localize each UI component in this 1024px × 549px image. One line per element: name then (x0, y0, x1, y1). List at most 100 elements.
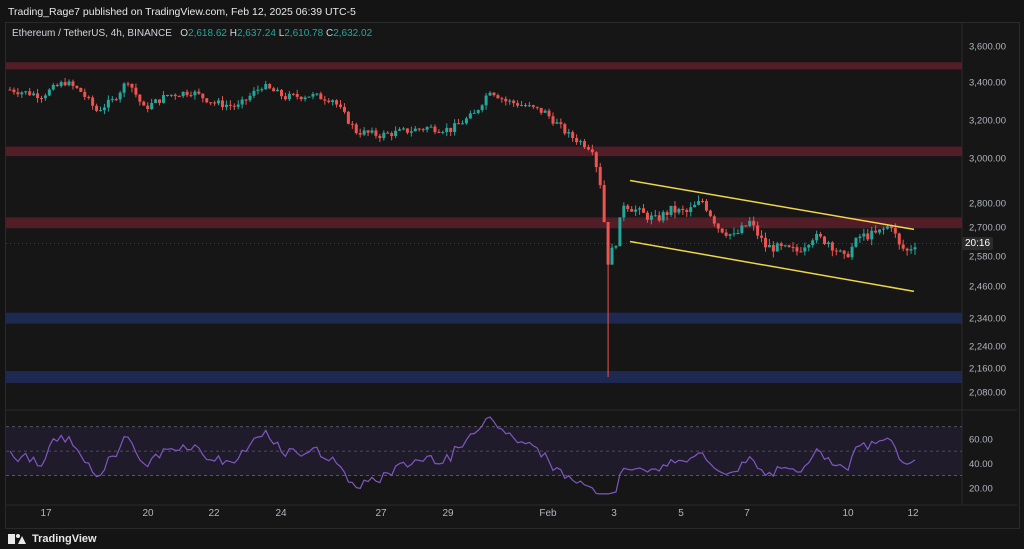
candle-body (791, 247, 795, 249)
candle-body (449, 127, 453, 133)
candle-body (771, 244, 775, 252)
candle-body (512, 100, 516, 104)
zone-resistance-1 (6, 146, 962, 157)
candle-body (79, 87, 83, 92)
candle-body (539, 107, 543, 113)
open-value: 2,618.62 (188, 28, 227, 39)
candle-body (28, 91, 32, 96)
candle-body (582, 141, 586, 148)
candle-body (280, 89, 283, 97)
candle-body (842, 250, 846, 254)
candle-body (43, 95, 47, 99)
brand-label: TradingView (32, 533, 97, 545)
candle-body (645, 212, 649, 220)
candle-body (350, 123, 354, 125)
candle-body (272, 88, 276, 92)
candle-body (59, 82, 63, 87)
candle-body (346, 111, 350, 124)
candle-body (83, 91, 87, 97)
candle-body (185, 91, 189, 96)
time-tick-label: Feb (539, 508, 557, 519)
candle-body (165, 95, 169, 97)
candle-body (146, 105, 150, 110)
candle-body (752, 220, 756, 226)
symbol-legend: Ethereum / TetherUS, 4h, BINANCE O2,618.… (12, 28, 372, 39)
candle-body (244, 99, 248, 101)
candle-body (575, 138, 579, 143)
candle-body (445, 127, 449, 132)
candle-body (870, 230, 874, 240)
candle-body (642, 208, 645, 213)
price-tick-label: 2,700.00 (969, 223, 1006, 234)
candle-body (323, 99, 327, 101)
candle-body (846, 253, 850, 258)
candle-body (740, 225, 744, 234)
candle-body (634, 209, 638, 212)
price-tick-label: 2,160.00 (969, 364, 1006, 375)
zone-support-4 (6, 371, 962, 383)
candle-body (299, 96, 303, 100)
candle-body (732, 233, 736, 235)
candle-body (252, 90, 256, 96)
candle-body (724, 232, 728, 236)
candle-body (468, 113, 472, 119)
candle-body (441, 131, 445, 133)
candle-body (114, 99, 118, 101)
candle-body (154, 99, 158, 103)
candle-body (508, 100, 512, 102)
candle-body (122, 83, 126, 93)
price-tick-label: 3,400.00 (969, 78, 1006, 89)
candle-body (799, 251, 803, 253)
candle-body (362, 130, 366, 135)
candle-body (413, 128, 417, 132)
candle-body (331, 100, 335, 103)
candle-body (311, 94, 315, 97)
candle-body (67, 81, 71, 86)
candle-body (850, 246, 854, 258)
candle-body (173, 94, 177, 97)
close-value: 2,632.02 (333, 28, 373, 39)
price-tick-label: 2,800.00 (969, 199, 1006, 210)
candle-body (716, 223, 720, 229)
candle-body (461, 123, 464, 125)
candle-body (197, 91, 201, 94)
candle-body (787, 245, 791, 248)
candle-body (169, 94, 173, 96)
candle-body (496, 95, 500, 99)
candle-body (819, 233, 823, 237)
candle-body (401, 128, 405, 130)
candle-body (567, 132, 571, 134)
channel-lower-line (629, 240, 915, 293)
symbol-name: Ethereum / TetherUS, 4h, BINANCE (12, 28, 172, 39)
candle-body (830, 242, 834, 251)
candle-body (55, 84, 59, 87)
candle-body (905, 248, 909, 251)
candle-body (775, 243, 779, 252)
open-label: O (180, 28, 189, 39)
candle-body (158, 99, 162, 103)
candle-body (382, 132, 386, 139)
time-tick-label: 12 (907, 508, 919, 519)
candle-body (213, 102, 217, 104)
candle-body (217, 100, 221, 104)
time-tick-label: 5 (678, 508, 684, 519)
candle-body (260, 89, 264, 91)
candle-body (838, 250, 842, 252)
candle-body (63, 82, 67, 86)
candle-body (811, 240, 815, 246)
time-tick-label: 24 (275, 508, 287, 519)
candle-body (614, 246, 618, 248)
candle-body (232, 105, 236, 107)
candle-body (693, 204, 697, 208)
candle-body (189, 95, 193, 97)
candle-body (150, 102, 154, 110)
publish-info: Trading_Rage7 published on TradingView.c… (8, 6, 356, 18)
price-tick-label: 2,240.00 (969, 342, 1006, 353)
price-tick-label: 2,080.00 (969, 388, 1006, 399)
price-tick-label: 2,460.00 (969, 282, 1006, 293)
candle-body (291, 93, 295, 95)
candle-body (457, 123, 461, 125)
candle-body (464, 118, 468, 124)
candle-body (437, 132, 441, 134)
